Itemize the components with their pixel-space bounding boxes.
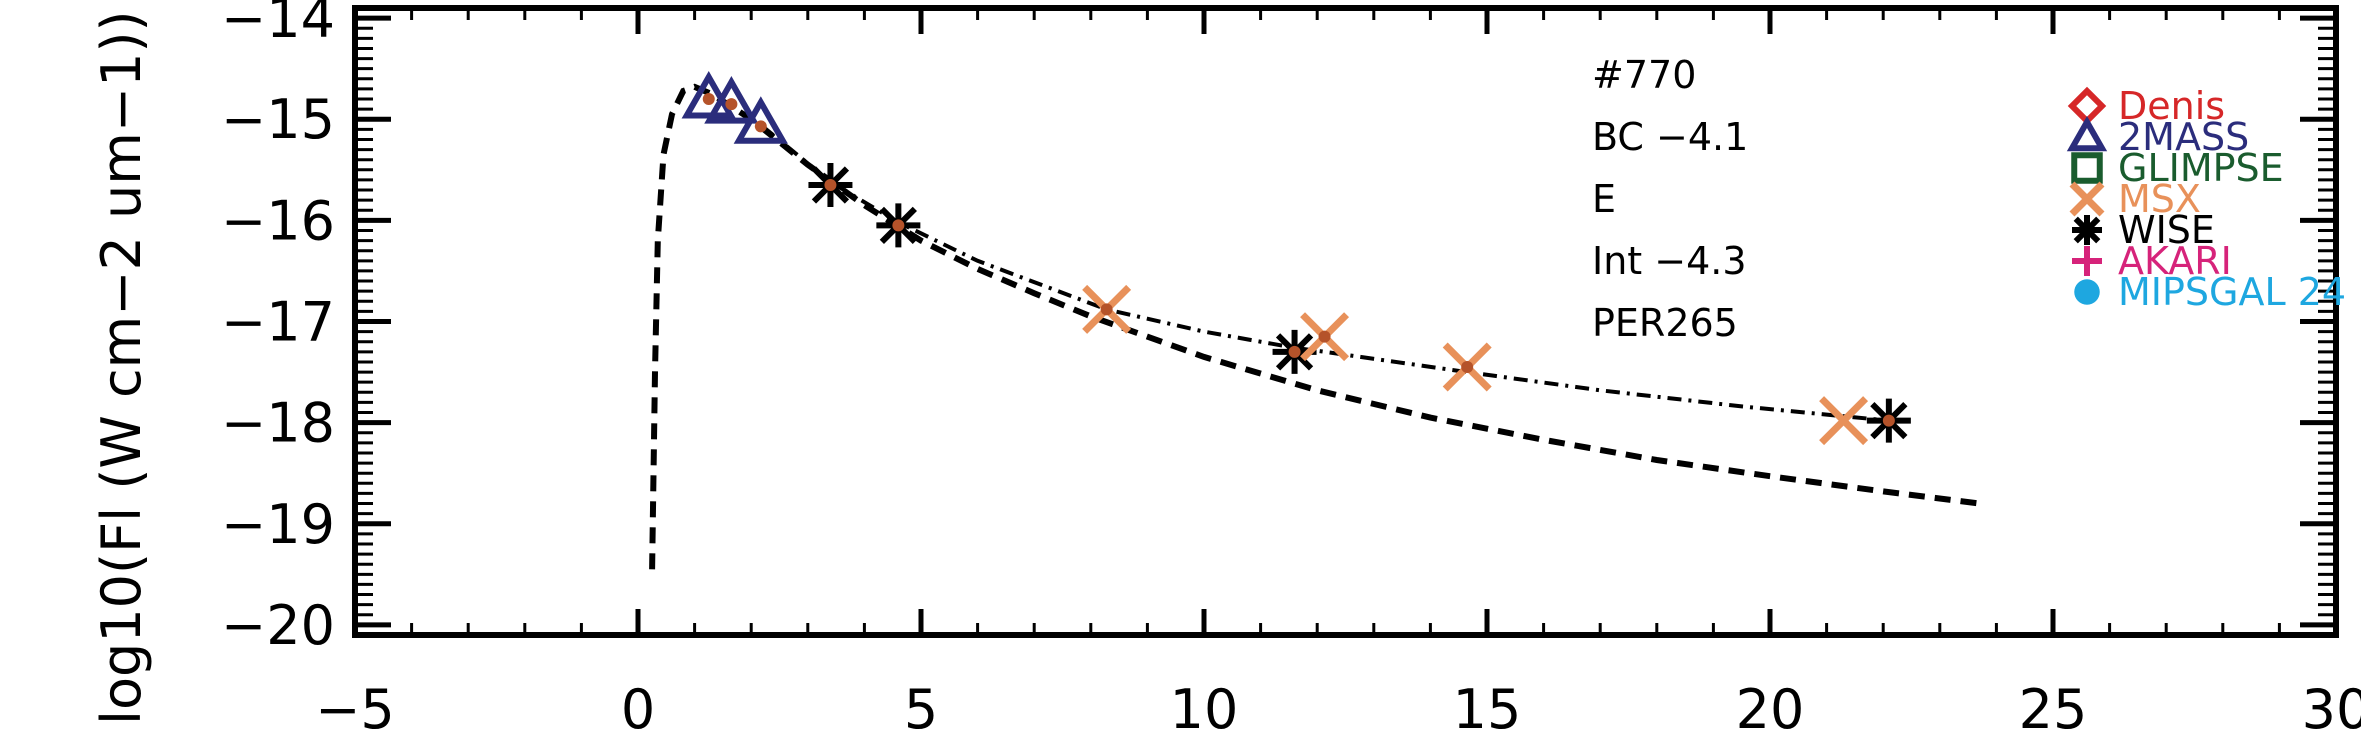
legend-label-2mass: 2MASS bbox=[2118, 115, 2249, 159]
legend-label-glimpse: GLIMPSE bbox=[2118, 146, 2284, 190]
model-curve-dashed bbox=[649, 83, 1980, 570]
annotation-line: #770 bbox=[1592, 53, 1696, 97]
detection-dot bbox=[1288, 345, 1301, 358]
detection-dot bbox=[1318, 330, 1331, 343]
x-tick-label: 5 bbox=[904, 678, 938, 741]
y-tick-label: −20 bbox=[221, 594, 335, 657]
x-tick-label: 0 bbox=[621, 678, 655, 741]
y-tick-label: −19 bbox=[221, 493, 335, 556]
detection-dot bbox=[892, 219, 905, 232]
major-ticks bbox=[352, 8, 2339, 635]
x-tick-label: 25 bbox=[2019, 678, 2088, 741]
x-tick-label: 15 bbox=[1453, 678, 1522, 741]
detection-dot bbox=[702, 93, 715, 106]
y-tick-label: −18 bbox=[221, 392, 335, 455]
detection-dot bbox=[725, 98, 738, 111]
legend-marker-mipsgal-24 bbox=[2074, 279, 2100, 305]
legend-marker-wise bbox=[2072, 215, 2102, 245]
annotation-line: Int −4.3 bbox=[1592, 239, 1747, 283]
legend-label-denis: Denis bbox=[2118, 84, 2225, 128]
annotation-line: E bbox=[1592, 177, 1616, 221]
y-tick-label: −16 bbox=[221, 189, 335, 252]
legend-marker-2mass bbox=[2066, 115, 2108, 152]
x-tick-label: 20 bbox=[1736, 678, 1805, 741]
legend-marker-msx bbox=[2069, 181, 2105, 217]
detection-dot bbox=[1882, 414, 1895, 427]
data-markers bbox=[681, 70, 1911, 446]
model-curves bbox=[649, 83, 1980, 570]
y-tick-label: −15 bbox=[221, 88, 335, 151]
legend-label-wise: WISE bbox=[2118, 208, 2215, 252]
model-curve-dash-dot bbox=[761, 124, 1890, 423]
y-axis-label: log10(Fl (W cm−2 um−1)) bbox=[90, 10, 153, 725]
2mass-point bbox=[733, 96, 788, 144]
detection-dot bbox=[754, 120, 767, 133]
x-tick-label: 30 bbox=[2302, 678, 2361, 741]
legend-marker-glimpse bbox=[2071, 152, 2103, 184]
annotations: #770 BC −4.1 E Int −4.3 PER265 bbox=[1592, 53, 1748, 345]
y-tick-labels: −20 −19 −18 −17 −16 −15 −14 bbox=[221, 0, 335, 657]
annotation-line: PER265 bbox=[1592, 301, 1738, 345]
detection-dot bbox=[824, 178, 837, 191]
2mass-point bbox=[681, 70, 736, 119]
x-tick-labels: −5 0 5 10 15 20 25 30 bbox=[315, 678, 2361, 741]
y-tick-label: −17 bbox=[221, 291, 335, 354]
legend-label-msx: MSX bbox=[2118, 177, 2201, 221]
annotation-line: BC −4.1 bbox=[1592, 115, 1748, 159]
legend-marker-akari bbox=[2072, 246, 2102, 276]
legend-label-akari: AKARI bbox=[2118, 239, 2232, 283]
y-tick-label: −14 bbox=[221, 0, 335, 50]
2mass-point bbox=[704, 76, 759, 124]
msx-point bbox=[1819, 396, 1869, 446]
detection-dot bbox=[1100, 303, 1113, 316]
legend-label-mipsgal-24: MIPSGAL 24 bbox=[2118, 270, 2346, 314]
detection-dot bbox=[1461, 361, 1474, 374]
x-tick-label: −5 bbox=[315, 678, 395, 741]
x-tick-label: 10 bbox=[1170, 678, 1239, 741]
